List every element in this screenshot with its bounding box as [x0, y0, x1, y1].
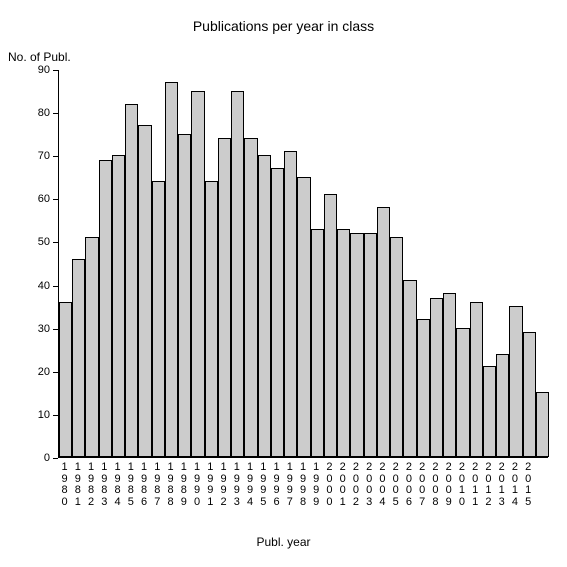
y-tick-label: 40	[30, 280, 50, 292]
x-tick-label: 1​9​9​1	[205, 462, 215, 508]
y-tick-mark	[53, 458, 58, 459]
x-tick-label: 2​0​0​2	[351, 462, 361, 508]
x-tick-label: 2​0​0​0	[324, 462, 334, 508]
y-tick-label: 10	[30, 409, 50, 421]
y-tick-mark	[53, 286, 58, 287]
bar	[536, 392, 549, 457]
bar	[364, 233, 377, 457]
x-tick-label: 1​9​8​6	[139, 462, 149, 508]
x-tick-label: 2​0​0​6	[404, 462, 414, 508]
x-tick-label: 2​0​0​3	[364, 462, 374, 508]
x-tick-label: 1​9​8​3	[99, 462, 109, 508]
x-tick-label: 1​9​8​2	[86, 462, 96, 508]
bar	[231, 91, 244, 457]
y-tick-mark	[53, 113, 58, 114]
bar	[271, 168, 284, 457]
bar	[297, 177, 310, 457]
bar	[417, 319, 430, 457]
x-tick-label: 1​9​8​9	[179, 462, 189, 508]
bar	[509, 306, 522, 457]
bar	[403, 280, 416, 457]
bar	[350, 233, 363, 457]
bar	[244, 138, 257, 457]
x-tick-label: 2​0​0​1	[338, 462, 348, 508]
x-tick-label: 2​0​0​8	[430, 462, 440, 508]
bar	[205, 181, 218, 457]
bar	[191, 91, 204, 457]
bar	[125, 104, 138, 458]
x-tick-label: 1​9​9​2	[219, 462, 229, 508]
y-tick-label: 30	[30, 323, 50, 335]
x-tick-label: 2​0​0​9	[444, 462, 454, 508]
bar	[59, 302, 72, 457]
y-tick-label: 70	[30, 150, 50, 162]
bar	[85, 237, 98, 457]
chart-container: Publications per year in class No. of Pu…	[0, 0, 567, 567]
y-tick-mark	[53, 156, 58, 157]
bar	[178, 134, 191, 457]
x-tick-label: 1​9​9​9	[311, 462, 321, 508]
x-tick-label: 2​0​0​7	[417, 462, 427, 508]
x-tick-label: 2​0​1​5	[523, 462, 533, 508]
x-tick-label: 2​0​0​5	[391, 462, 401, 508]
y-tick-label: 80	[30, 107, 50, 119]
chart-title: Publications per year in class	[0, 18, 567, 34]
bar	[138, 125, 151, 457]
y-axis-title: No. of Publ.	[8, 50, 71, 64]
x-tick-label: 1​9​8​0	[60, 462, 70, 508]
x-tick-label: 2​0​1​4	[510, 462, 520, 508]
plot-area	[58, 70, 548, 458]
bar	[430, 298, 443, 458]
bar	[165, 82, 178, 457]
y-tick-mark	[53, 70, 58, 71]
y-tick-mark	[53, 415, 58, 416]
y-tick-mark	[53, 329, 58, 330]
bar	[112, 155, 125, 457]
x-tick-label: 1​9​8​4	[113, 462, 123, 508]
x-tick-label: 2​0​0​4	[377, 462, 387, 508]
y-tick-mark	[53, 199, 58, 200]
bar	[337, 229, 350, 457]
x-tick-label: 1​9​8​1	[73, 462, 83, 508]
x-tick-label: 1​9​9​6	[272, 462, 282, 508]
x-tick-label: 1​9​9​5	[258, 462, 268, 508]
y-tick-label: 60	[30, 193, 50, 205]
x-tick-label: 2​0​1​0	[457, 462, 467, 508]
x-tick-label: 1​9​9​4	[245, 462, 255, 508]
x-tick-label: 1​9​9​0	[192, 462, 202, 508]
x-axis-title: Publ. year	[0, 535, 567, 549]
x-tick-label: 2​0​1​1	[470, 462, 480, 508]
bar	[390, 237, 403, 457]
bar	[152, 181, 165, 457]
bar	[443, 293, 456, 457]
bar	[218, 138, 231, 457]
bar	[483, 366, 496, 457]
bar	[284, 151, 297, 457]
y-tick-label: 50	[30, 236, 50, 248]
x-tick-label: 1​9​9​7	[285, 462, 295, 508]
bar	[496, 354, 509, 457]
y-tick-label: 90	[30, 64, 50, 76]
y-tick-label: 20	[30, 366, 50, 378]
y-tick-label: 0	[30, 452, 50, 464]
bar	[377, 207, 390, 457]
x-tick-label: 1​9​9​8	[298, 462, 308, 508]
y-tick-mark	[53, 242, 58, 243]
bar	[72, 259, 85, 457]
x-tick-label: 2​0​1​2	[483, 462, 493, 508]
bar	[324, 194, 337, 457]
bar	[258, 155, 271, 457]
bar	[470, 302, 483, 457]
bar	[99, 160, 112, 457]
bar	[523, 332, 536, 457]
bar	[456, 328, 469, 457]
x-tick-label: 1​9​9​3	[232, 462, 242, 508]
x-tick-label: 1​9​8​5	[126, 462, 136, 508]
x-tick-label: 2​0​1​3	[497, 462, 507, 508]
x-tick-label: 1​9​8​8	[166, 462, 176, 508]
y-tick-mark	[53, 372, 58, 373]
x-tick-label: 1​9​8​7	[152, 462, 162, 508]
bar	[311, 229, 324, 457]
